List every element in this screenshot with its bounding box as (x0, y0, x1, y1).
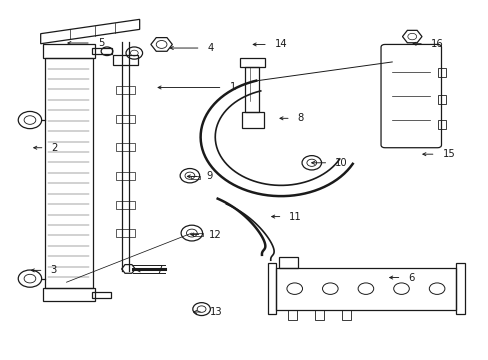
Text: 15: 15 (442, 149, 454, 159)
Bar (116, 172, 135, 180)
Bar (92, 292, 111, 298)
Bar (92, 48, 112, 54)
Bar (268, 263, 276, 314)
Text: 8: 8 (297, 113, 303, 123)
Bar (437, 95, 446, 104)
Bar (42, 288, 95, 301)
Bar (116, 86, 135, 94)
Text: 6: 6 (407, 273, 414, 283)
Bar (190, 176, 199, 179)
Bar (116, 201, 135, 209)
Text: 7: 7 (156, 265, 163, 275)
Text: 12: 12 (208, 230, 221, 239)
Text: 16: 16 (430, 39, 443, 49)
Bar (288, 310, 297, 320)
Bar (116, 115, 135, 123)
Bar (116, 229, 135, 237)
Bar (116, 143, 135, 151)
Text: 9: 9 (206, 171, 212, 181)
Bar (455, 263, 465, 314)
Text: 1: 1 (229, 82, 235, 93)
Text: 5: 5 (98, 38, 104, 48)
Bar (315, 310, 324, 320)
Text: 13: 13 (209, 307, 222, 317)
Bar (437, 120, 446, 129)
Bar (239, 58, 264, 67)
Text: 4: 4 (207, 43, 213, 53)
Text: 14: 14 (274, 40, 287, 49)
Bar (113, 55, 138, 65)
Text: 2: 2 (51, 143, 58, 153)
Bar (278, 257, 298, 267)
Bar (245, 67, 259, 112)
Bar (341, 310, 350, 320)
Text: 10: 10 (334, 158, 347, 168)
Bar (437, 68, 446, 77)
Bar (44, 58, 93, 288)
Text: 3: 3 (50, 265, 57, 275)
Bar (276, 267, 455, 310)
Bar (241, 112, 263, 128)
Text: 11: 11 (289, 212, 302, 221)
Bar (42, 44, 95, 58)
Bar (192, 233, 202, 236)
